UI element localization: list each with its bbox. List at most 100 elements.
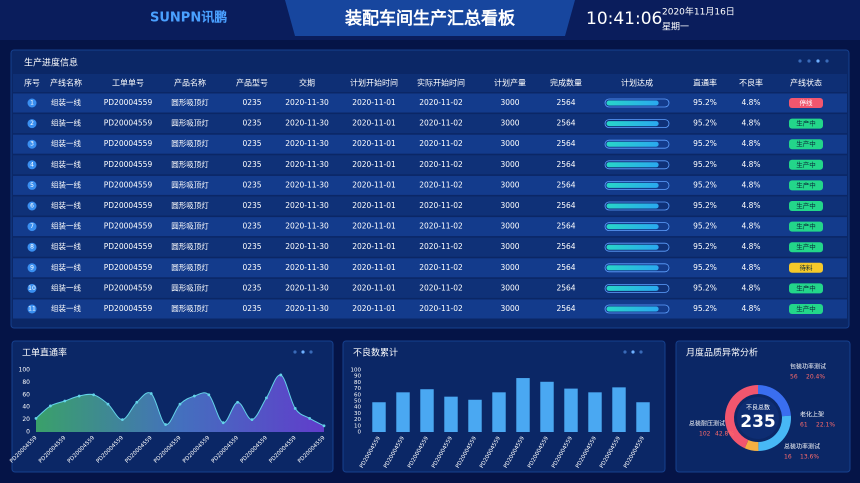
y-tick-label: 40 xyxy=(22,404,30,411)
row-index: 3 xyxy=(30,141,34,148)
page-title: 装配车间生产汇总看板 xyxy=(344,8,516,29)
table-cell: 95.2% xyxy=(693,304,717,313)
status-label: 生产中 xyxy=(796,180,816,189)
total-value: 235 xyxy=(740,412,776,432)
table-cell: 圆形吸顶灯 xyxy=(171,200,209,210)
table-cell: 组装一线 xyxy=(51,200,81,210)
column-header: 计划达成 xyxy=(621,78,653,88)
legend-share: 20.4% xyxy=(806,374,825,381)
y-tick-label: 20 xyxy=(22,416,30,423)
legend-name: 包装功率测试 xyxy=(790,363,826,371)
table-cell: 2020-11-30 xyxy=(285,242,329,251)
bar xyxy=(396,392,410,432)
status-label: 停线 xyxy=(800,98,814,107)
data-point xyxy=(49,404,52,408)
progress-fill xyxy=(606,285,659,291)
y-tick-label: 50 xyxy=(354,399,361,405)
status-pill xyxy=(789,304,823,314)
table-cell: 2020-11-02 xyxy=(419,160,463,169)
row-index: 7 xyxy=(30,223,34,230)
table-cell: 2020-11-02 xyxy=(419,139,463,148)
row-index-badge xyxy=(27,139,37,149)
table-cell: 95.2% xyxy=(693,201,717,210)
table-cell: 2020-11-02 xyxy=(419,98,463,107)
table-cell: 0235 xyxy=(242,201,261,210)
table-cell: 2020-11-30 xyxy=(285,119,329,128)
column-header: 产线状态 xyxy=(790,78,822,88)
table-row xyxy=(13,93,847,113)
column-header: 完成数量 xyxy=(550,78,582,88)
table-row xyxy=(13,114,847,134)
table-cell: 4.8% xyxy=(741,283,760,292)
data-point xyxy=(164,423,168,426)
row-index-badge xyxy=(27,160,37,170)
legend-name: 老化上架 xyxy=(800,411,824,419)
bar xyxy=(612,387,626,432)
table-cell: 圆形吸顶灯 xyxy=(171,262,209,272)
progress-fill xyxy=(606,203,659,209)
row-index-badge xyxy=(27,283,37,293)
data-point xyxy=(293,407,297,410)
row-index-badge xyxy=(27,304,37,314)
y-tick-label: 10 xyxy=(354,423,361,429)
table-cell: 2020-11-02 xyxy=(419,201,463,210)
table-cell: 0235 xyxy=(242,242,261,251)
table-cell: 2020-11-01 xyxy=(352,201,396,210)
date: 2020年11月16日 xyxy=(662,6,735,18)
data-point xyxy=(322,424,326,428)
table-cell: 2020-11-30 xyxy=(285,98,329,107)
row-index-badge xyxy=(27,263,37,273)
progress-track xyxy=(604,119,670,128)
y-tick-label: 60 xyxy=(354,392,361,398)
legend-value: 16 xyxy=(784,454,792,461)
table-row xyxy=(13,175,847,195)
logo: SUNPN讯鹏 xyxy=(150,10,227,26)
table-cell: 3000 xyxy=(500,304,519,313)
progress-fill xyxy=(606,244,659,250)
data-point xyxy=(63,399,67,403)
donut-segment xyxy=(758,385,791,417)
status-label: 生产中 xyxy=(796,119,816,128)
data-point xyxy=(92,393,95,397)
pager-dots xyxy=(798,59,829,63)
data-point xyxy=(106,402,110,406)
row-index-badge xyxy=(27,98,37,108)
table-cell: 3000 xyxy=(500,201,519,210)
bar xyxy=(540,381,554,432)
progress-fill xyxy=(606,265,659,271)
table-cell: 95.2% xyxy=(693,242,717,251)
table-cell: 圆形吸顶灯 xyxy=(171,221,209,231)
y-tick-label: 80 xyxy=(22,379,30,386)
table-cell: 4.8% xyxy=(741,263,760,272)
table-cell: 0235 xyxy=(242,222,261,231)
table-cell: 0235 xyxy=(242,180,261,189)
legend-name: 总装功率测试 xyxy=(784,443,820,451)
data-point xyxy=(250,418,254,421)
table-cell: 4.8% xyxy=(741,98,760,107)
table-cell: 2020-11-02 xyxy=(419,283,463,292)
row-index: 2 xyxy=(30,120,34,127)
table-cell: 2020-11-01 xyxy=(352,283,396,292)
y-tick-label: 80 xyxy=(354,380,361,386)
table-cell: 3000 xyxy=(500,222,519,231)
status-pill xyxy=(789,139,823,150)
table-cell: 95.2% xyxy=(693,160,717,169)
bar xyxy=(444,396,458,432)
data-point xyxy=(221,421,225,425)
table-cell: 2020-11-30 xyxy=(285,304,329,313)
column-header: 产线名称 xyxy=(50,78,82,88)
table-cell: PD20004559 xyxy=(104,283,153,292)
area-fill xyxy=(36,374,324,432)
table-cell: 2564 xyxy=(556,304,575,313)
table-cell: 0235 xyxy=(242,139,261,148)
table-row xyxy=(13,155,847,175)
row-index: 4 xyxy=(30,161,34,168)
bar xyxy=(636,402,650,432)
table-cell: 3000 xyxy=(500,283,519,292)
table-cell: 2564 xyxy=(556,98,575,107)
status-pill xyxy=(789,98,823,108)
table-cell: 0235 xyxy=(242,304,261,313)
legend-share: 42.8% xyxy=(715,431,734,438)
legend-share: 13.6% xyxy=(800,454,819,461)
table-cell: 95.2% xyxy=(693,98,717,107)
